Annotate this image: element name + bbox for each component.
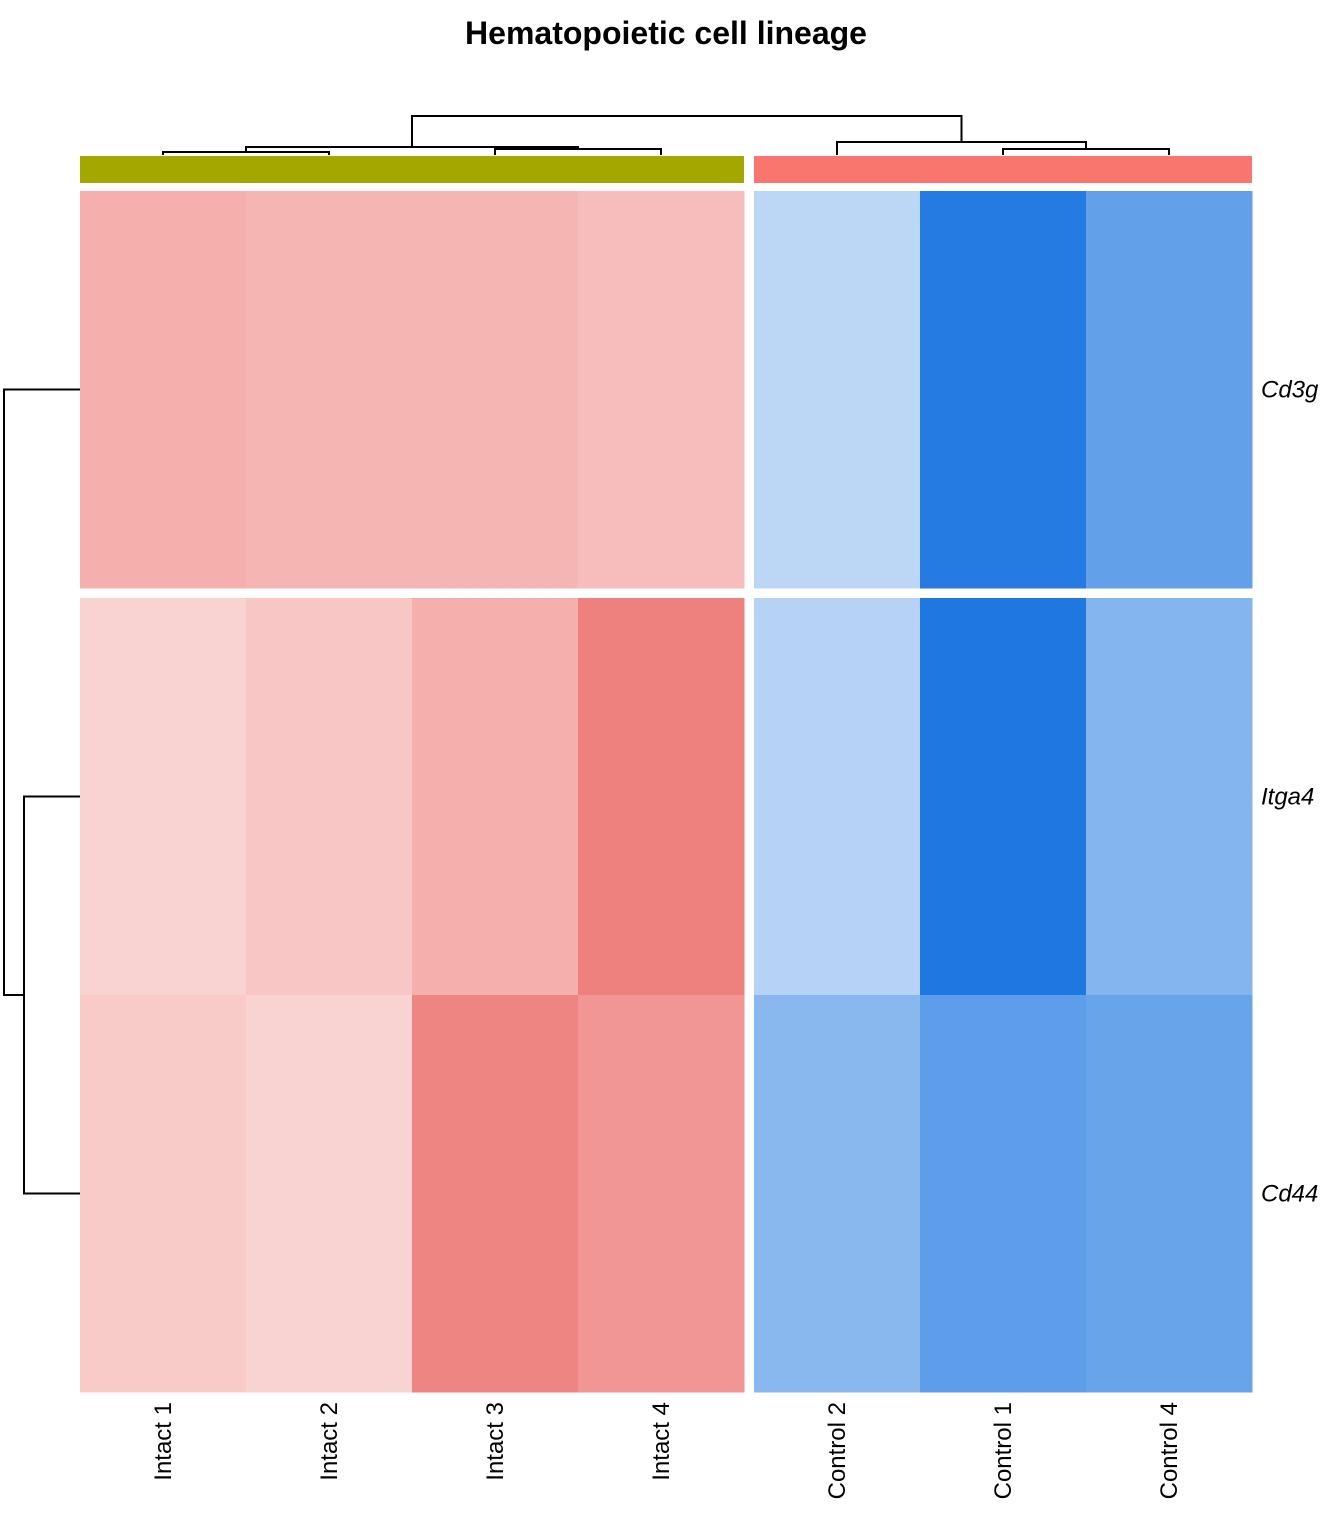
heatmap-cell	[920, 995, 1087, 1393]
column-label: Intact 4	[648, 1402, 675, 1481]
chart-title: Hematopoietic cell lineage	[465, 15, 867, 51]
heatmap-cell	[412, 598, 579, 996]
dendrogram-branch	[411, 115, 963, 147]
dendrogram-branch	[23, 795, 80, 1195]
heatmap-cell	[1086, 598, 1253, 996]
column-label: Control 1	[990, 1402, 1017, 1499]
heatmap-cell	[246, 995, 413, 1393]
column-label: Intact 3	[482, 1402, 509, 1481]
row-label: Itga4	[1261, 784, 1314, 811]
heatmap-cell	[578, 191, 745, 589]
dendrogram-branch	[3, 388, 80, 996]
heatmap-cell	[920, 598, 1087, 996]
annotation-bar-group-1	[80, 156, 744, 183]
heatmap-cell	[80, 598, 247, 996]
heatmap-cell	[754, 191, 921, 589]
heatmap-cell	[754, 995, 921, 1393]
column-label: Control 2	[824, 1402, 851, 1499]
annotation-bar-group-2	[754, 156, 1252, 183]
row-dendrogram	[3, 388, 80, 1195]
heatmap-cell	[1086, 995, 1253, 1393]
heatmap-cell	[920, 191, 1087, 589]
heatmap-cell	[80, 191, 247, 589]
row-labels: Cd3g Itga4 Cd44	[1261, 377, 1319, 1208]
column-annotation-bar	[80, 156, 1252, 183]
heatmap-cell	[578, 598, 745, 996]
heatmap-cell	[412, 191, 579, 589]
heatmap-cell	[246, 191, 413, 589]
column-labels: Intact 1 Intact 2 Intact 3 Intact 4 Control …	[150, 1402, 1183, 1499]
heatmap-cell	[246, 598, 413, 996]
dendrogram-branch	[162, 151, 330, 155]
heatmap-cell	[754, 598, 921, 996]
heatmap-cell	[1086, 191, 1253, 589]
column-label: Control 4	[1156, 1402, 1183, 1499]
column-dendrogram	[162, 115, 1170, 155]
column-label: Intact 2	[316, 1402, 343, 1481]
heatmap-cell	[412, 995, 579, 1393]
heatmap-cell	[80, 995, 247, 1393]
heatmap-cells	[80, 191, 1253, 1393]
dendrogram-branch	[494, 148, 662, 155]
row-label: Cd3g	[1261, 377, 1319, 404]
row-label: Cd44	[1261, 1181, 1318, 1208]
heatmap-cell	[578, 995, 745, 1393]
dendrogram-branch	[1002, 148, 1170, 155]
column-label: Intact 1	[150, 1402, 177, 1481]
